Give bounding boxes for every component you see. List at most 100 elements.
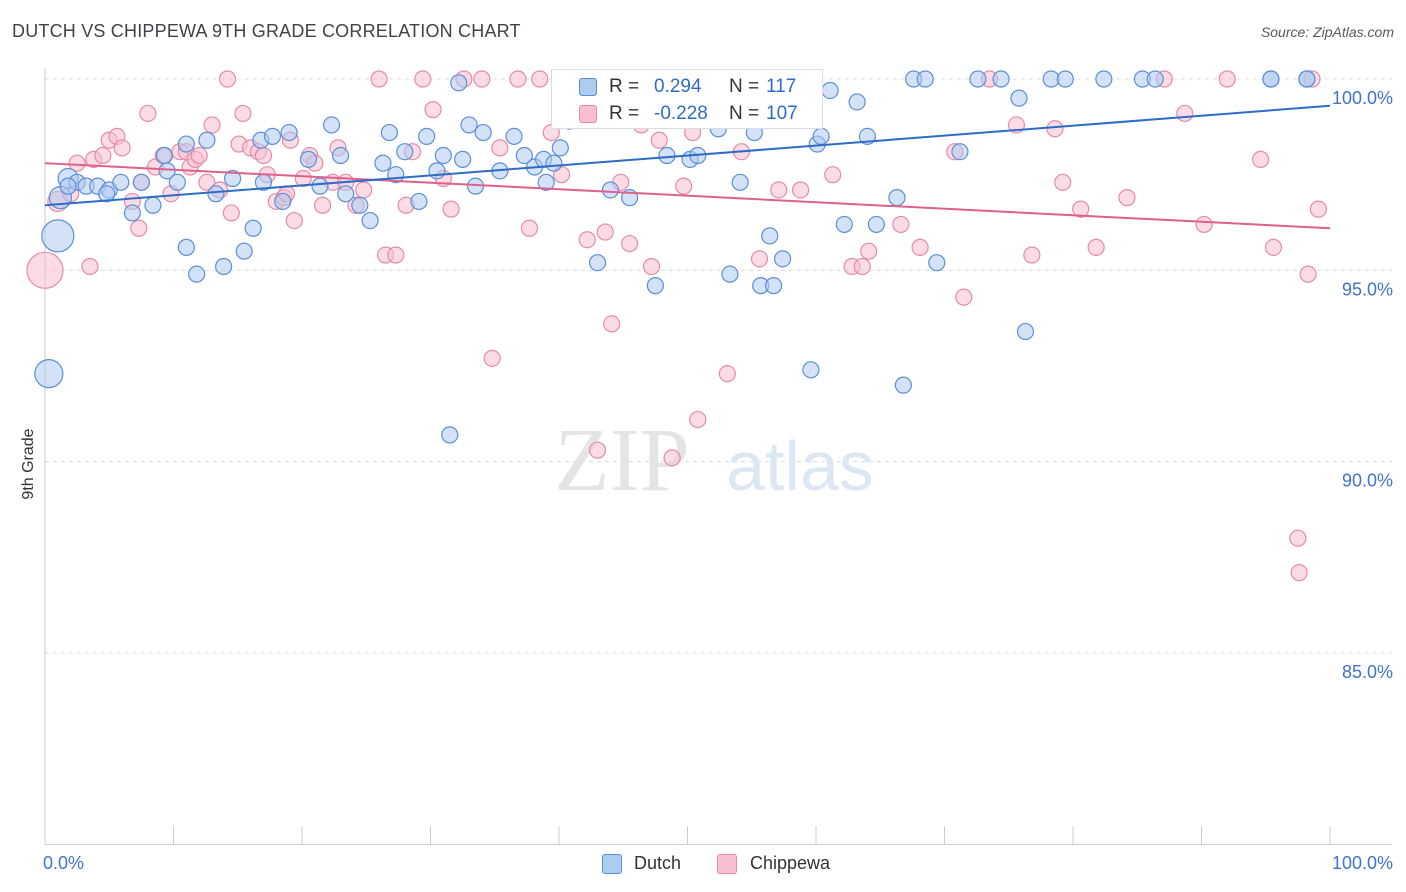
dutch-point: [1095, 70, 1113, 88]
chippewa-trend-line: [44, 162, 1331, 230]
dutch-point: [434, 146, 452, 165]
dutch-point: [646, 277, 664, 295]
chippewa-point: [509, 70, 527, 88]
chippewa-point: [596, 223, 614, 241]
dutch-point: [155, 146, 174, 165]
dutch-point: [1010, 89, 1028, 107]
chippewa-point: [198, 173, 216, 191]
dutch-point: [188, 265, 206, 283]
tick-labels: 100.0% 95.0% 90.0% 85.0% 0.0% 100.0%: [43, 88, 1393, 873]
watermark-atlas: atlas: [726, 427, 874, 505]
chippewa-point: [770, 181, 788, 199]
dutch-point: [916, 70, 934, 88]
dutch-trend-line: [44, 104, 1331, 207]
chippewa-point: [520, 219, 539, 237]
chippewa-point: [68, 154, 86, 172]
chippewa-point: [81, 257, 99, 276]
chippewa-point: [1087, 238, 1105, 256]
dutch-point: [244, 219, 262, 237]
dutch-point: [144, 196, 162, 214]
chippewa-point: [1290, 564, 1308, 582]
chippewa-point: [139, 104, 157, 123]
dutch-point: [418, 127, 436, 145]
dutch-point: [380, 123, 398, 142]
dutch-point: [888, 189, 906, 207]
chippewa-n-value: 107: [766, 103, 798, 124]
dutch-point: [821, 81, 839, 100]
chippewa-point: [1118, 189, 1136, 207]
chart-title: DUTCH VS CHIPPEWA 9TH GRADE CORRELATION …: [12, 21, 521, 41]
chippewa-point: [650, 131, 668, 149]
chippewa-point: [1054, 173, 1072, 191]
chippewa-r-value: -0.228: [654, 103, 708, 124]
dutch-point: [764, 277, 783, 295]
dutch-points: [34, 70, 1316, 444]
dutch-point: [773, 250, 792, 268]
dutch-point: [322, 116, 341, 134]
chippewa-point: [911, 238, 929, 256]
source-credit: Source: ZipAtlas.com: [1260, 24, 1394, 40]
chippewa-point: [130, 219, 148, 237]
dutch-point: [361, 211, 379, 230]
dutch-point: [158, 162, 176, 180]
dutch-point: [460, 116, 478, 134]
dutch-point: [848, 93, 866, 111]
dutch-legend-label: Dutch: [634, 853, 682, 873]
chippewa-point: [203, 116, 221, 134]
dutch-point: [812, 127, 830, 145]
dutch-point: [1016, 322, 1035, 341]
chippewa-point: [860, 242, 878, 260]
dutch-point: [515, 146, 533, 165]
gridlines: [45, 78, 1392, 654]
chippewa-point: [892, 215, 910, 234]
dutch-point: [337, 185, 355, 203]
dutch-point: [802, 361, 820, 379]
chippewa-point: [294, 169, 312, 188]
dutch-point: [835, 215, 853, 234]
chippewa-point: [718, 365, 736, 383]
series-legend: Dutch Chippewa: [0, 852, 1406, 878]
dutch-point: [658, 146, 676, 165]
chippewa-point: [26, 251, 64, 289]
chippewa-point: [285, 211, 303, 230]
dutch-point: [545, 154, 563, 172]
dutch-point: [474, 123, 492, 142]
dutch-point: [969, 70, 987, 88]
dutch-point: [123, 204, 141, 222]
dutch-point: [454, 150, 472, 168]
dutch-point: [59, 177, 77, 195]
chippewa-point: [955, 288, 973, 306]
dutch-point: [274, 192, 292, 211]
dutch-r-value: 0.294: [654, 76, 702, 97]
y-tick-label: 100.0%: [1332, 88, 1393, 108]
dutch-point: [1056, 70, 1074, 88]
chippewa-point: [1309, 200, 1328, 218]
dutch-r-label: R =: [609, 76, 640, 97]
chippewa-point: [531, 70, 549, 88]
correlation-legend: R = 0.294 N = 117 R = -0.228 N = 107: [551, 69, 823, 129]
dutch-point: [588, 254, 607, 272]
chippewa-point: [824, 166, 842, 184]
chippewa-point: [750, 250, 769, 268]
dutch-point: [34, 359, 64, 389]
chippewa-swatch: [579, 105, 597, 123]
y-tick-label: 85.0%: [1342, 662, 1393, 682]
dutch-point: [224, 169, 242, 188]
chippewa-point: [603, 315, 621, 333]
dutch-point: [551, 139, 569, 157]
chippewa-point: [663, 449, 681, 467]
dutch-point: [428, 162, 446, 180]
chippewa-legend-label: Chippewa: [750, 853, 831, 873]
chippewa-point: [791, 181, 810, 199]
chippewa-n-label: N =: [729, 103, 760, 124]
dutch-point: [1298, 70, 1316, 88]
chippewa-point: [1218, 70, 1236, 88]
chippewa-point: [94, 146, 112, 165]
dutch-point: [396, 143, 414, 161]
dutch-point: [450, 74, 468, 92]
dutch-point: [351, 196, 369, 214]
trend-lines: [44, 104, 1331, 230]
dutch-point: [731, 173, 749, 191]
chippewa-point: [218, 70, 237, 88]
